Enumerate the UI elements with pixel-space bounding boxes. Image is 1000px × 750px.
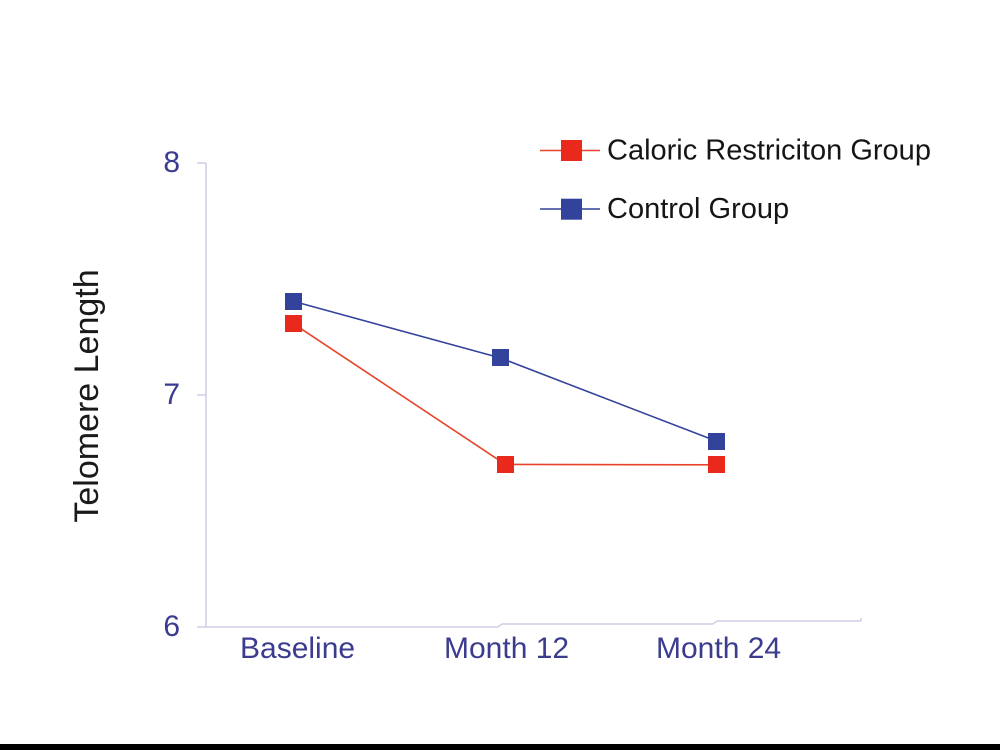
svg-text:Telomere Length: Telomere Length — [68, 269, 106, 522]
svg-text:Baseline: Baseline — [240, 632, 355, 665]
svg-text:Control Group: Control Group — [607, 193, 789, 225]
svg-text:6: 6 — [163, 610, 180, 643]
svg-text:7: 7 — [163, 378, 180, 411]
svg-text:Caloric Restriciton Group: Caloric Restriciton Group — [607, 135, 931, 167]
svg-text:Month 24: Month 24 — [656, 632, 781, 665]
svg-text:Month 12: Month 12 — [444, 632, 569, 665]
svg-text:8: 8 — [163, 146, 180, 179]
